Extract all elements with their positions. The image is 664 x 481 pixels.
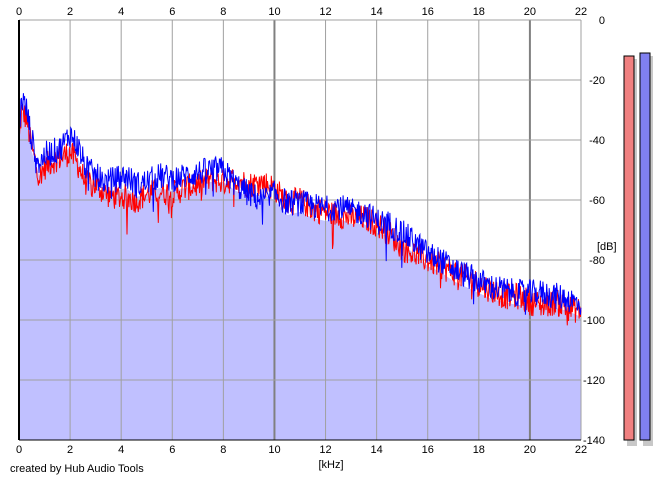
x-tick-label-bottom: 10 bbox=[268, 444, 280, 456]
x-tick-labels-bottom: 0 2 4 6 8 10 12 14 16 18 20 22 bbox=[16, 444, 587, 456]
y-tick-label: -80 bbox=[589, 255, 605, 267]
x-tick-label-top: 4 bbox=[118, 6, 124, 18]
y-axis-label: [dB] bbox=[597, 241, 617, 253]
x-tick-label-top: 18 bbox=[473, 6, 485, 18]
level-meters bbox=[623, 52, 653, 446]
series-line-blue bbox=[18, 93, 582, 315]
y-tick-labels: 0 -20 -40 -60 -80 -100 -120 -140 bbox=[583, 15, 605, 447]
x-tick-label-bottom: 8 bbox=[220, 444, 226, 456]
area-fill bbox=[19, 110, 581, 440]
x-tick-label-top: 8 bbox=[220, 6, 226, 18]
x-tick-label-top: 2 bbox=[67, 6, 73, 18]
series-lines bbox=[18, 93, 582, 326]
x-tick-label-bottom: 0 bbox=[16, 444, 22, 456]
y-tick-label: -120 bbox=[583, 375, 605, 387]
x-tick-label-bottom: 2 bbox=[67, 444, 73, 456]
x-tick-label-top: 14 bbox=[371, 6, 383, 18]
x-tick-label-top: 10 bbox=[268, 6, 280, 18]
x-tick-label-top: 20 bbox=[524, 6, 536, 18]
x-tick-label-bottom: 20 bbox=[524, 444, 536, 456]
x-tick-label-bottom: 14 bbox=[371, 444, 383, 456]
plot-frame bbox=[18, 20, 581, 441]
level-meter-right bbox=[639, 52, 651, 441]
y-tick-label: -20 bbox=[589, 75, 605, 87]
credit-text: created by Hub Audio Tools bbox=[10, 463, 144, 475]
x-tick-label-bottom: 12 bbox=[319, 444, 331, 456]
x-tick-label-bottom: 22 bbox=[575, 444, 587, 456]
x-tick-label-bottom: 16 bbox=[422, 444, 434, 456]
x-tick-label-top: 12 bbox=[319, 6, 331, 18]
y-tick-label: 0 bbox=[599, 15, 605, 27]
y-tick-label: -100 bbox=[583, 315, 605, 327]
y-tick-label: -60 bbox=[589, 195, 605, 207]
level-meter-left bbox=[623, 55, 635, 441]
series-line-red bbox=[18, 103, 582, 326]
x-tick-label-top: 0 bbox=[16, 6, 22, 18]
x-tick-label-bottom: 4 bbox=[118, 444, 124, 456]
area-fill-shape bbox=[19, 110, 581, 440]
x-tick-label-top: 22 bbox=[575, 6, 587, 18]
x-tick-label-top: 6 bbox=[169, 6, 175, 18]
x-tick-label-bottom: 6 bbox=[169, 444, 175, 456]
y-tick-label: -140 bbox=[583, 435, 605, 447]
x-tick-label-top: 16 bbox=[422, 6, 434, 18]
x-axis-label: [kHz] bbox=[318, 459, 343, 471]
x-tick-label-bottom: 18 bbox=[473, 444, 485, 456]
x-tick-labels-top: 0 2 4 6 8 10 12 14 16 18 20 22 bbox=[16, 6, 587, 18]
y-tick-label: -40 bbox=[589, 135, 605, 147]
